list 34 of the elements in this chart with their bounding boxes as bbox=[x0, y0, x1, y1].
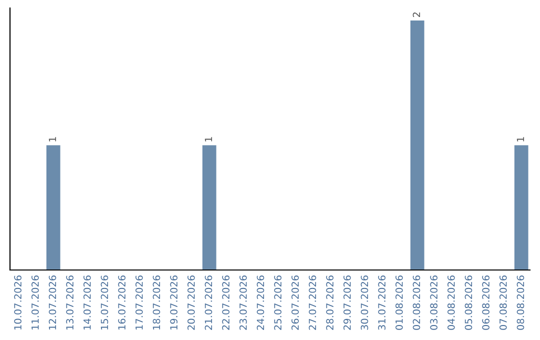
x-tick-label: 06.08.2026 bbox=[482, 275, 490, 330]
data-label: 1 bbox=[204, 137, 212, 142]
x-tick-label: 28.07.2026 bbox=[326, 275, 334, 330]
x-tick-label: 01.08.2026 bbox=[395, 275, 403, 330]
x-tick-label: 04.08.2026 bbox=[447, 275, 455, 330]
x-tick-label: 17.07.2026 bbox=[135, 275, 143, 330]
data-label: 1 bbox=[516, 137, 524, 142]
x-tick-label: 12.07.2026 bbox=[48, 275, 56, 330]
x-tick-label: 27.07.2026 bbox=[308, 275, 316, 330]
x-tick-label: 14.07.2026 bbox=[83, 275, 91, 330]
x-tick-label: 07.08.2026 bbox=[499, 275, 507, 330]
x-tick-label: 13.07.2026 bbox=[66, 275, 74, 330]
data-label: 1 bbox=[48, 137, 56, 142]
x-tick-label: 20.07.2026 bbox=[187, 275, 195, 330]
x-tick-label: 03.08.2026 bbox=[430, 275, 438, 330]
x-tick-label: 16.07.2026 bbox=[118, 275, 126, 330]
x-tick-label: 05.08.2026 bbox=[464, 275, 472, 330]
x-tick-label: 22.07.2026 bbox=[222, 275, 230, 330]
x-tick-label: 25.07.2026 bbox=[274, 275, 282, 330]
x-tick-label: 24.07.2026 bbox=[256, 275, 264, 330]
x-tick-label: 30.07.2026 bbox=[360, 275, 368, 330]
data-label: 2 bbox=[412, 12, 420, 17]
x-tick-label: 31.07.2026 bbox=[378, 275, 386, 330]
x-tick-label: 18.07.2026 bbox=[152, 275, 160, 330]
x-tick-label: 02.08.2026 bbox=[412, 275, 420, 330]
x-tick-label: 23.07.2026 bbox=[239, 275, 247, 330]
x-tick-label: 10.07.2026 bbox=[14, 275, 22, 330]
x-tick-label: 15.07.2026 bbox=[100, 275, 108, 330]
x-tick-label: 21.07.2026 bbox=[204, 275, 212, 330]
x-tick-label: 19.07.2026 bbox=[170, 275, 178, 330]
x-tick-label: 29.07.2026 bbox=[343, 275, 351, 330]
x-tick-label: 08.08.2026 bbox=[516, 275, 524, 330]
x-tick-label: 26.07.2026 bbox=[291, 275, 299, 330]
x-tick-label: 11.07.2026 bbox=[31, 275, 39, 330]
